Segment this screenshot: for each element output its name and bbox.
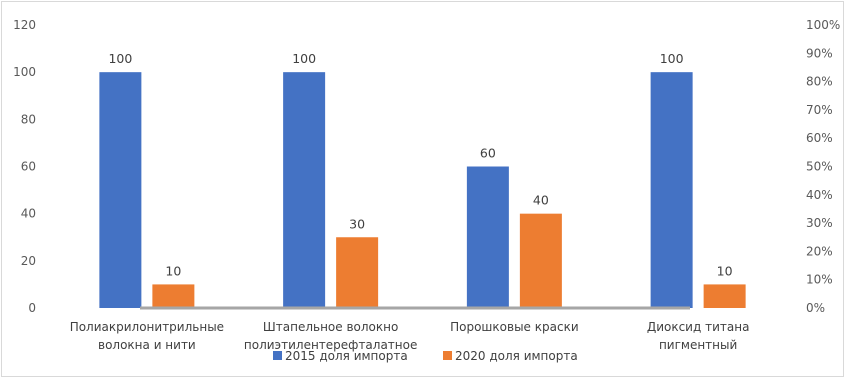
category-label: волокна и нити [98,338,196,352]
y-right-tick-label: 0% [806,301,825,315]
bar [283,72,326,309]
data-label: 30 [349,216,365,231]
legend-swatch [273,351,282,360]
y-right-tick-label: 30% [806,216,833,230]
y-right-tick-label: 80% [806,75,833,89]
data-label: 40 [533,193,549,208]
data-label: 100 [660,51,684,66]
data-label: 100 [292,51,316,66]
bar [703,284,746,308]
legend-label: 2020 доля импорта [455,349,578,363]
y-right-tick-label: 20% [806,244,833,258]
y-left-tick-label: 20 [21,254,36,268]
category-label: Полиакрилонитрильные [70,320,224,334]
y-left-tick-label: 80 [21,112,36,126]
bar [99,72,142,309]
legend-label: 2015 доля импорта [285,349,408,363]
data-label: 10 [717,263,733,278]
category-label: пигментный [659,338,737,352]
legend-swatch [443,351,452,360]
y-left-tick-label: 0 [28,301,36,315]
data-label: 10 [165,263,181,278]
y-left-tick-label: 60 [21,160,36,174]
category-label: Штапельное волокно [263,320,398,334]
y-right-tick-label: 60% [806,131,833,145]
bar [466,166,509,308]
data-label: 60 [480,146,496,161]
y-right-tick-label: 70% [806,103,833,117]
category-label: Порошковые краски [450,320,579,334]
y-right-tick-label: 10% [806,273,833,287]
y-left-tick-label: 40 [21,207,36,221]
y-left-tick-label: 100 [13,65,36,79]
bar [336,237,379,308]
y-right-tick-label: 90% [806,46,833,60]
bar [152,284,195,308]
data-label: 100 [108,51,132,66]
category-label: полиэтилентерефталатное [244,338,418,352]
y-right-tick-label: 50% [806,160,833,174]
bar [519,213,562,308]
category-label: Диоксид титана [647,320,750,334]
y-left-tick-label: 120 [13,18,36,32]
bar [650,72,693,309]
y-right-tick-label: 100% [806,18,840,32]
y-right-tick-label: 40% [806,188,833,202]
